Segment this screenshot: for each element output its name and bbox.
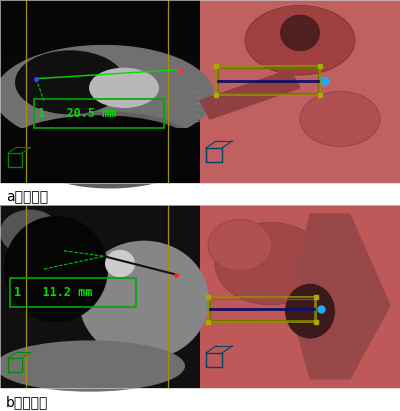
Polygon shape [200, 69, 300, 119]
Ellipse shape [215, 222, 325, 305]
Ellipse shape [245, 5, 355, 75]
Text: 1   20.5 mm: 1 20.5 mm [38, 107, 116, 120]
Ellipse shape [89, 68, 159, 108]
Ellipse shape [20, 112, 200, 189]
Bar [0, 205, 200, 388]
Ellipse shape [208, 219, 272, 271]
Bar [8, 358, 22, 372]
Ellipse shape [0, 210, 60, 255]
Ellipse shape [79, 241, 209, 360]
Bar [200, 0, 400, 183]
Text: 1   11.2 mm: 1 11.2 mm [14, 286, 92, 299]
Text: a：背臥位: a：背臥位 [6, 190, 48, 204]
Bar [0, 0, 200, 55]
Bar [200, 205, 400, 388]
Polygon shape [290, 214, 390, 379]
Bar [208, 296, 316, 322]
Ellipse shape [15, 50, 125, 114]
Text: b：腹臥位: b：腹臥位 [6, 395, 48, 409]
Bar [206, 148, 222, 162]
Bar [0, 0, 200, 183]
Ellipse shape [105, 250, 135, 277]
Ellipse shape [10, 115, 190, 170]
Ellipse shape [0, 45, 214, 145]
Bar [216, 66, 320, 95]
Bar [210, 298, 314, 320]
Ellipse shape [0, 340, 185, 392]
Ellipse shape [280, 15, 320, 51]
Bar [8, 153, 22, 167]
Ellipse shape [285, 284, 335, 339]
Bar [0, 0, 400, 183]
Bar [218, 68, 318, 93]
Ellipse shape [4, 216, 108, 322]
Bar [206, 353, 222, 367]
Bar [10, 278, 136, 307]
Bar [0, 128, 200, 183]
Bar [34, 99, 164, 128]
Ellipse shape [300, 92, 380, 146]
Bar [0, 205, 400, 388]
